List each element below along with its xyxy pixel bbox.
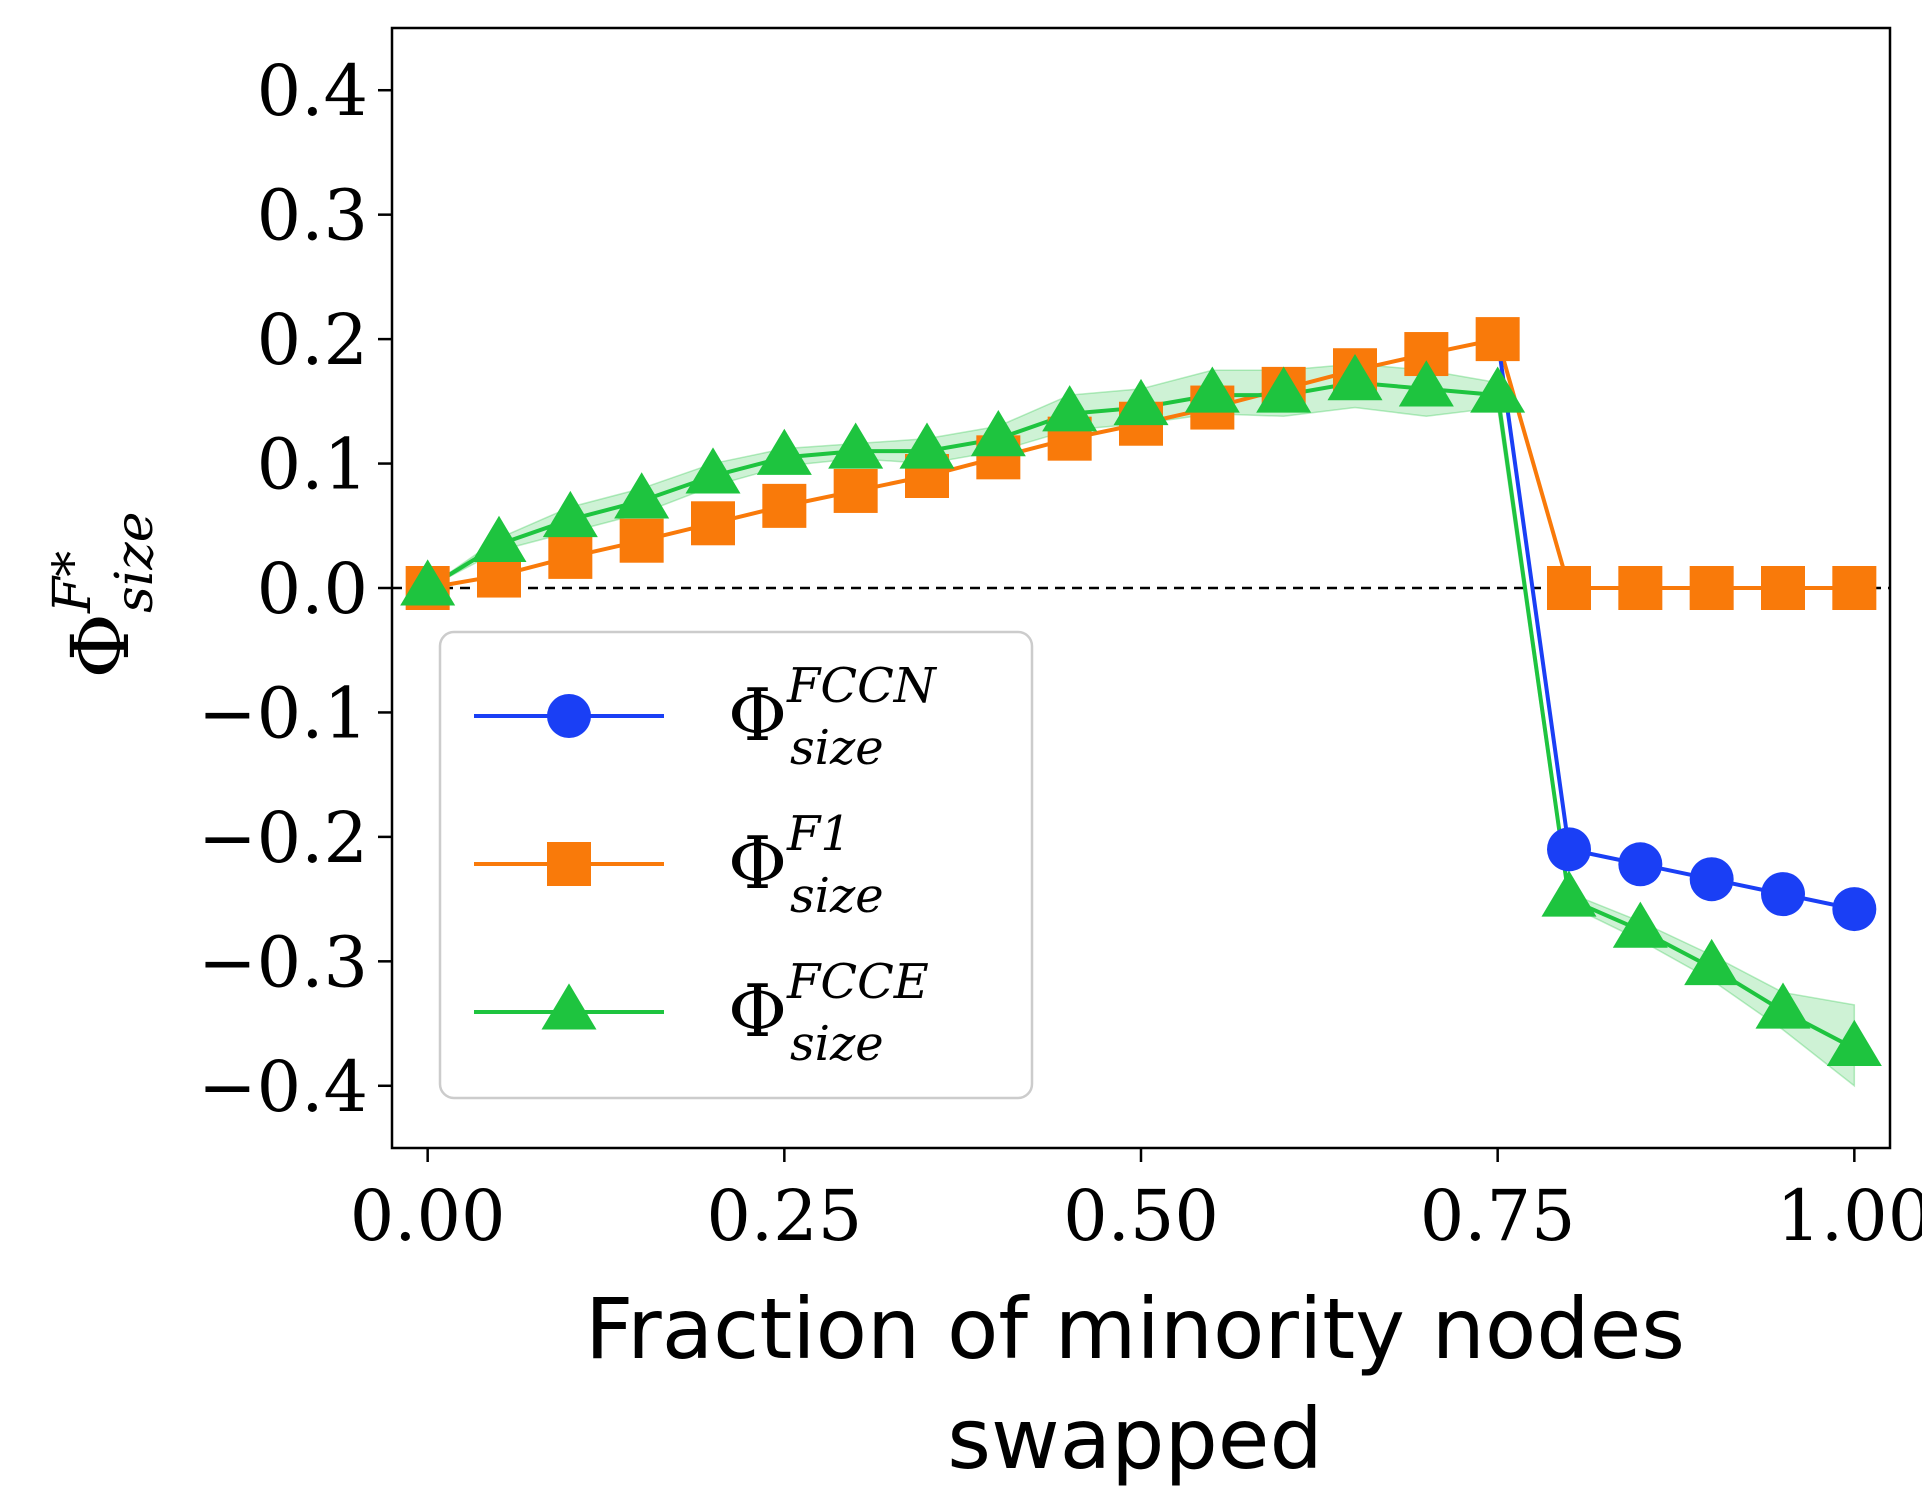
x-tick-label: 1.00 xyxy=(1776,1175,1922,1257)
series-markers xyxy=(400,317,1882,1067)
point-fcce xyxy=(685,447,741,494)
point-fcce xyxy=(1184,366,1240,413)
point-fccn xyxy=(1761,872,1805,917)
y-axis-ticks: 0.4 0.3 0.2 0.1 0.0 −0.1 −0.2 −0.3 −0.4 xyxy=(198,50,392,1128)
point-fcce xyxy=(1398,360,1454,407)
y-tick-label: 0.3 xyxy=(257,175,368,257)
y-axis-label-sup: F* xyxy=(43,551,103,614)
point-f1 xyxy=(1547,566,1591,610)
y-tick-label: −0.3 xyxy=(198,921,368,1003)
point-fcce xyxy=(756,428,812,475)
point-f1 xyxy=(548,534,593,579)
point-f1 xyxy=(833,468,878,513)
y-tick-label: 0.0 xyxy=(257,548,368,630)
y-tick-label: −0.4 xyxy=(198,1046,368,1128)
point-fcce xyxy=(542,490,598,538)
point-fcce xyxy=(828,422,884,469)
legend-label-sub: size xyxy=(790,1016,884,1072)
legend-label-sub: size xyxy=(790,868,884,924)
legend-box xyxy=(438,630,1034,1100)
y-axis-label: ΦF*size xyxy=(43,511,165,678)
legend-label-base: Φ xyxy=(728,821,787,905)
point-fccn xyxy=(1689,857,1734,902)
point-f1 xyxy=(1618,566,1663,610)
point-fcce xyxy=(1755,982,1811,1029)
svg-text:ΦF*size: ΦF*size xyxy=(43,511,165,678)
point-fccn xyxy=(1618,842,1663,887)
legend-label-sup: FCCE xyxy=(786,954,929,1010)
x-tick-label: 0.25 xyxy=(706,1175,862,1257)
point-fcce xyxy=(471,515,527,563)
point-fcce xyxy=(1684,938,1740,986)
point-f1 xyxy=(762,483,807,528)
point-fcce xyxy=(1256,366,1312,413)
legend-marker-f1 xyxy=(547,842,591,886)
legend-label-fcce: ΦFCCE size xyxy=(728,954,929,1072)
point-f1 xyxy=(691,501,735,546)
point-fcce xyxy=(1113,378,1169,426)
x-tick-label: 0.75 xyxy=(1420,1175,1576,1257)
x-axis-label-line1: Fraction of minority nodes xyxy=(585,1280,1685,1378)
point-fccn xyxy=(1547,827,1591,872)
point-fcce xyxy=(614,472,670,519)
x-axis-ticks: 0.00 0.25 0.50 0.75 1.00 xyxy=(350,1148,1922,1257)
x-axis-label-line2: swapped xyxy=(947,1390,1323,1488)
y-axis-label-base: Φ xyxy=(54,613,147,679)
point-fccn xyxy=(1832,887,1877,932)
point-f1 xyxy=(1475,317,1520,362)
y-tick-label: 0.2 xyxy=(257,299,368,381)
legend-label-base: Φ xyxy=(728,969,787,1053)
point-fcce xyxy=(1470,366,1526,413)
point-f1 xyxy=(619,518,664,563)
legend-label-sub: size xyxy=(790,720,884,776)
point-fcce xyxy=(1612,901,1668,948)
x-tick-label: 0.50 xyxy=(1063,1175,1219,1257)
point-fcce xyxy=(1327,354,1383,401)
y-tick-label: 0.1 xyxy=(257,424,368,506)
y-axis-label-sub: size xyxy=(105,511,165,613)
line-fccn xyxy=(1495,338,1855,912)
legend-marker-fccn xyxy=(547,694,591,738)
point-f1 xyxy=(1761,566,1805,610)
y-tick-label: −0.2 xyxy=(198,797,368,879)
point-fcce xyxy=(1826,1019,1882,1067)
legend-label-sup: FCCN xyxy=(786,658,938,714)
point-fcce xyxy=(1541,870,1597,917)
point-fcce xyxy=(899,422,955,469)
legend-marker-fcce xyxy=(541,983,597,1030)
point-fcce xyxy=(970,410,1026,457)
legend-label-fccn: ΦFCCN size xyxy=(728,658,938,776)
legend-label-sup: F1 xyxy=(786,806,851,862)
point-fcce xyxy=(1042,385,1098,432)
point-f1 xyxy=(1832,566,1877,610)
y-tick-label: −0.1 xyxy=(198,672,368,754)
point-fcce xyxy=(400,559,456,606)
legend-label-base: Φ xyxy=(728,673,787,757)
x-tick-label: 0.00 xyxy=(350,1175,506,1257)
point-f1 xyxy=(1689,566,1734,610)
legend-label-f1: ΦF1 size xyxy=(728,806,884,924)
y-tick-label: 0.4 xyxy=(257,50,368,132)
